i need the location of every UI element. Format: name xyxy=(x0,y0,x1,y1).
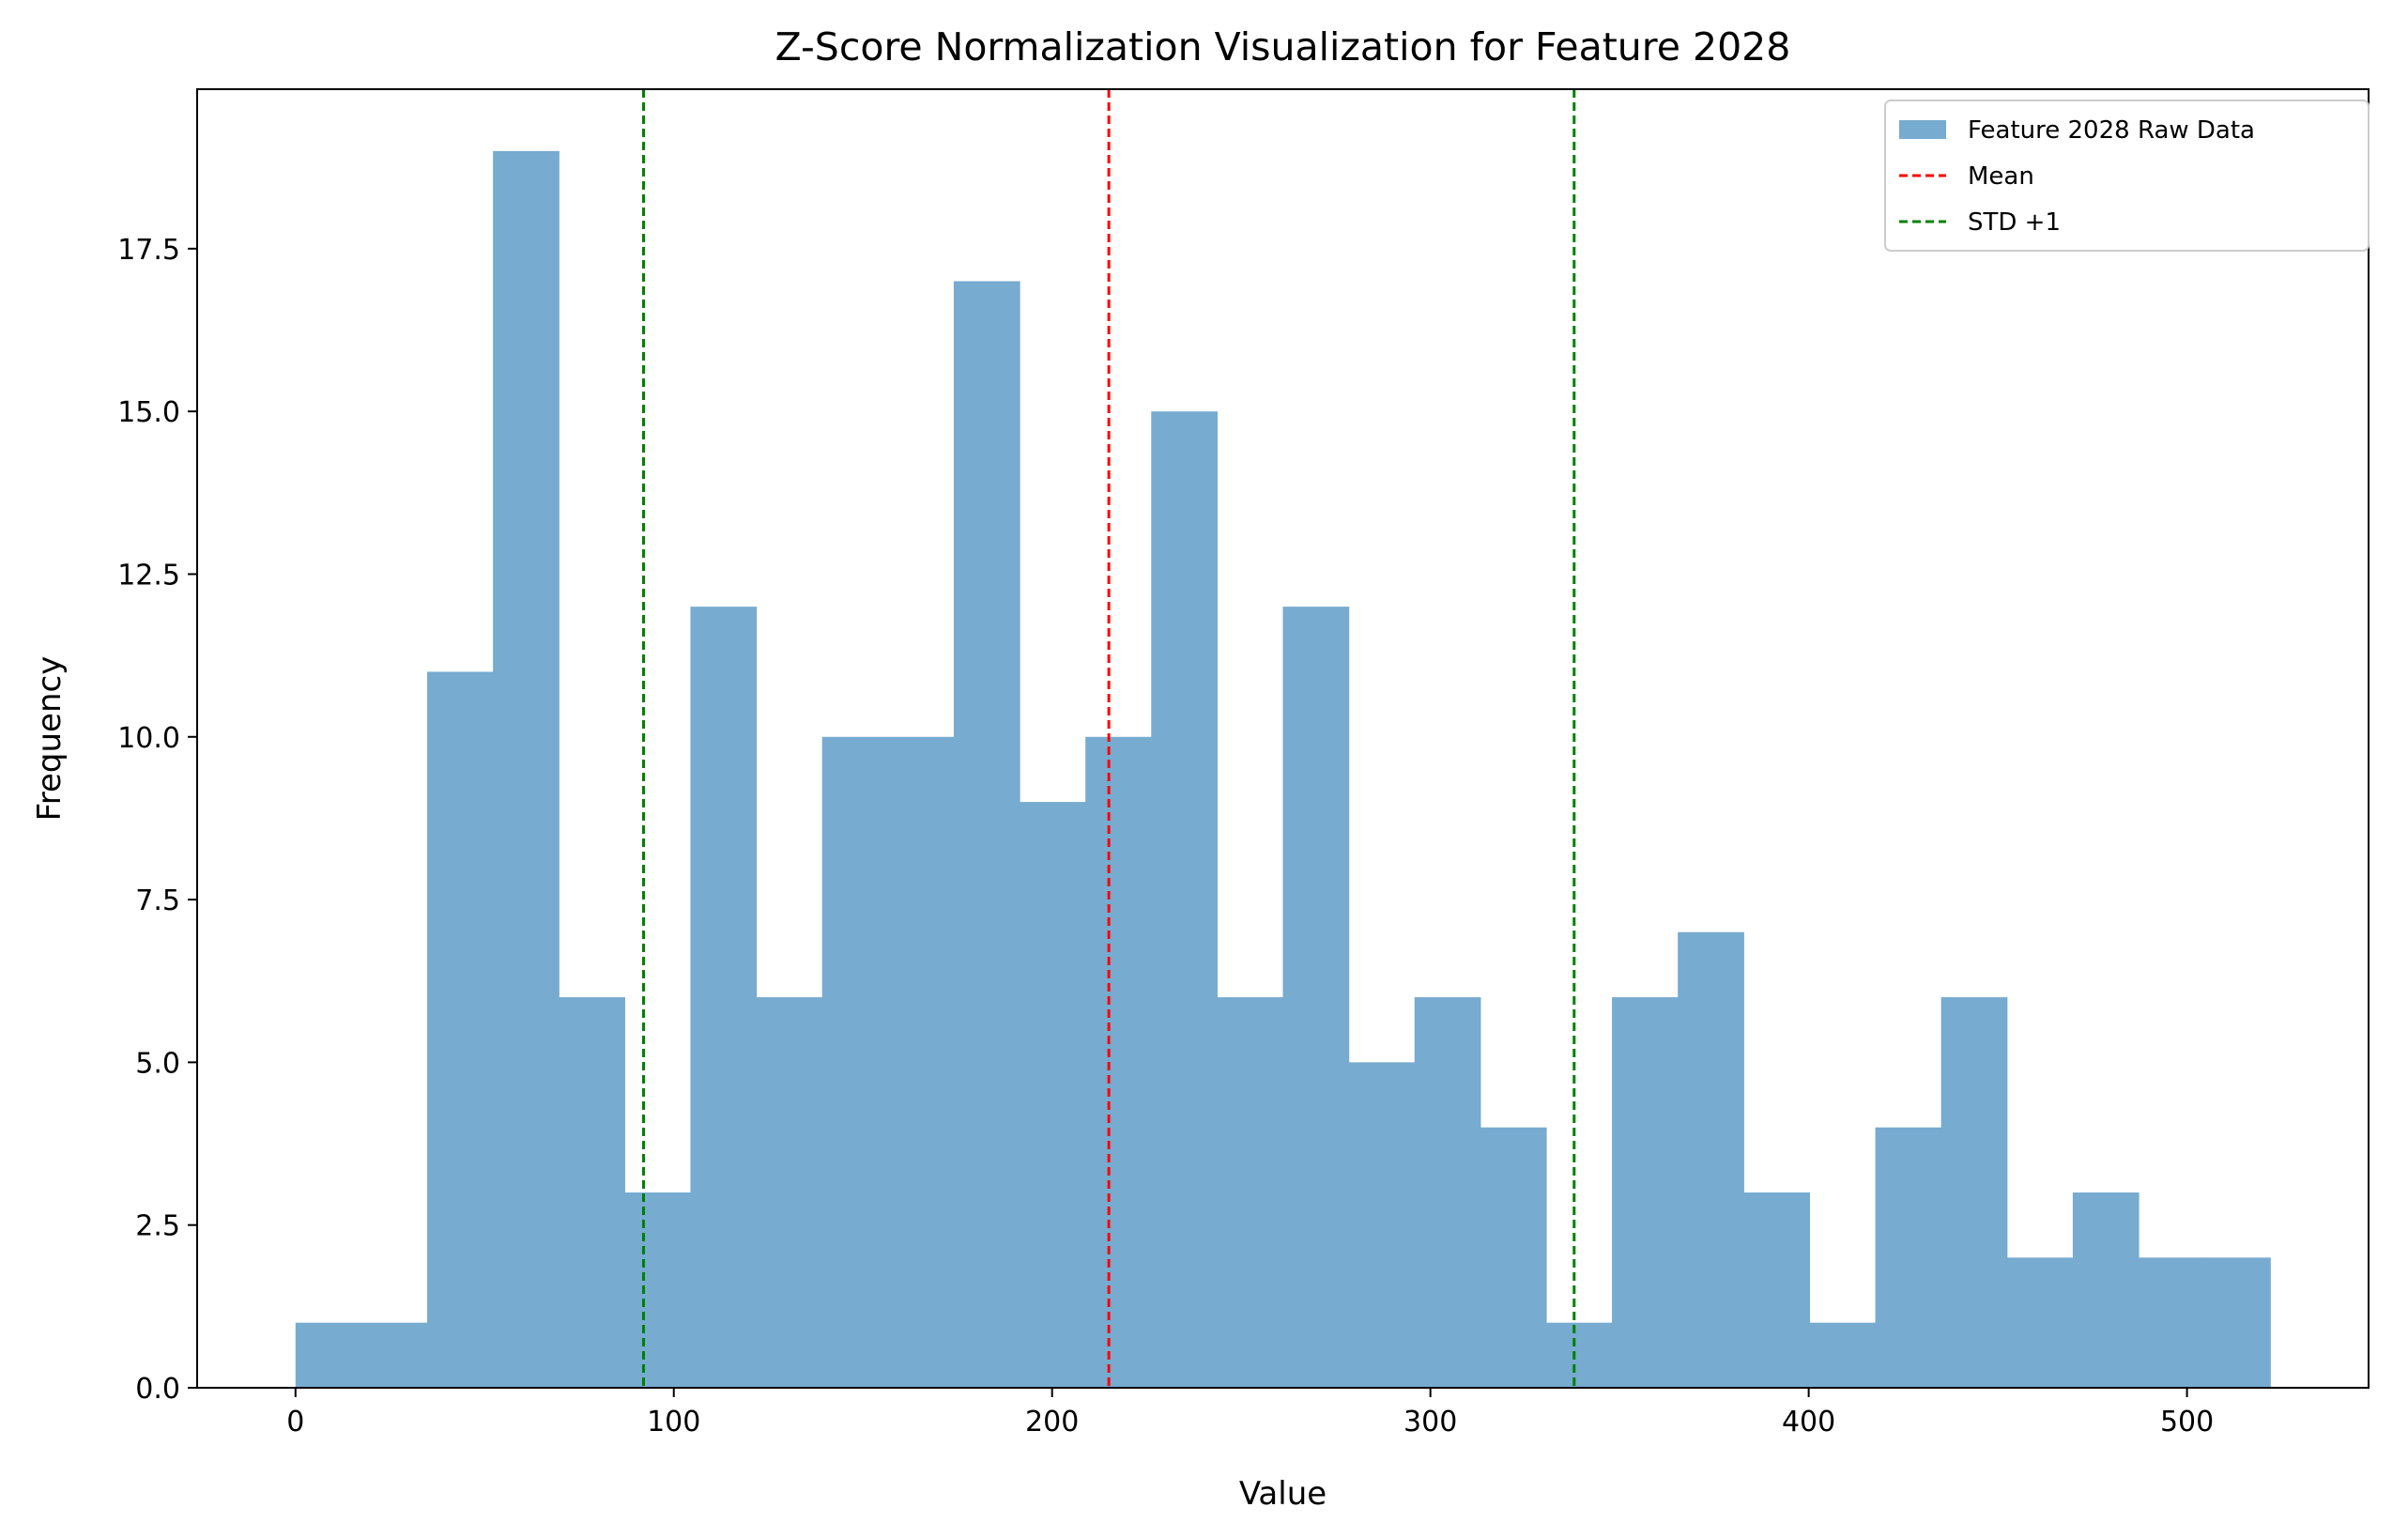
y-tick-label: 10.0 xyxy=(117,722,180,755)
y-tick-label: 2.5 xyxy=(135,1210,180,1243)
y-tick-label: 15.0 xyxy=(117,396,180,429)
y-tick-label: 0.0 xyxy=(135,1373,180,1406)
histogram-bar xyxy=(1217,997,1284,1388)
histogram-bar xyxy=(360,1322,428,1388)
legend-label: STD +1 xyxy=(1968,208,2061,237)
x-tick-label: 500 xyxy=(2160,1406,2214,1438)
histogram-bar xyxy=(1875,1127,1942,1388)
histogram-bar xyxy=(2204,1257,2271,1388)
chart-title: Z-Score Normalization Visualization for … xyxy=(775,24,1791,69)
histogram-bar xyxy=(2138,1257,2205,1388)
x-tick-label: 200 xyxy=(1025,1406,1079,1438)
legend-label: Mean xyxy=(1968,162,2034,191)
histogram-bar xyxy=(887,736,955,1388)
legend: Feature 2028 Raw Data Mean STD +1 xyxy=(1884,100,2370,252)
histogram-bar xyxy=(1348,1062,1416,1388)
legend-box xyxy=(1884,100,2370,252)
y-axis-ticks: 0.0 2.5 5.0 7.5 10.0 12.5 15.0 17.5 xyxy=(117,234,197,1406)
histogram-bar xyxy=(1809,1322,1877,1388)
histogram-bar xyxy=(690,607,758,1388)
y-tick-label: 17.5 xyxy=(117,234,180,267)
x-tick-label: 100 xyxy=(647,1406,700,1438)
x-tick-label: 0 xyxy=(286,1406,304,1438)
plot-frame xyxy=(196,88,2370,1389)
y-tick-label: 5.0 xyxy=(135,1047,180,1080)
histogram-bar xyxy=(953,281,1020,1388)
histogram-bar xyxy=(559,997,625,1388)
y-axis-label: Frequency xyxy=(31,656,69,822)
bars-group xyxy=(295,150,2271,1388)
y-tick-label: 12.5 xyxy=(117,559,180,592)
histogram-bar xyxy=(1612,997,1679,1388)
histogram-bar xyxy=(427,671,494,1388)
histogram-bar xyxy=(1545,1322,1613,1388)
histogram-bar xyxy=(821,736,889,1388)
histogram-bar xyxy=(1085,736,1152,1388)
legend-label: Feature 2028 Raw Data xyxy=(1968,116,2255,145)
legend-swatch xyxy=(1899,120,1946,139)
reference-lines-group xyxy=(641,89,1576,1388)
histogram-bar xyxy=(1743,1192,1811,1388)
histogram-bar xyxy=(1414,997,1481,1388)
histogram-bar xyxy=(1678,931,1744,1388)
histogram-bar xyxy=(1282,607,1350,1388)
histogram-bar xyxy=(1020,802,1086,1388)
histogram-bar xyxy=(1940,997,2008,1388)
histogram-bar xyxy=(493,150,560,1388)
x-tick-label: 300 xyxy=(1403,1406,1457,1438)
histogram-bar xyxy=(624,1192,692,1388)
histogram-bar xyxy=(295,1322,362,1388)
histogram-bar xyxy=(1151,411,1218,1388)
x-axis-label: Value xyxy=(1239,1475,1327,1513)
x-axis-ticks: 0 100 200 300 400 500 xyxy=(286,1388,2214,1438)
histogram-bar xyxy=(2072,1192,2140,1388)
y-tick-label: 7.5 xyxy=(135,884,180,917)
histogram-bar xyxy=(756,997,823,1388)
histogram-bar xyxy=(2006,1257,2074,1388)
histogram-bar xyxy=(1480,1127,1547,1388)
x-tick-label: 400 xyxy=(1782,1406,1835,1438)
